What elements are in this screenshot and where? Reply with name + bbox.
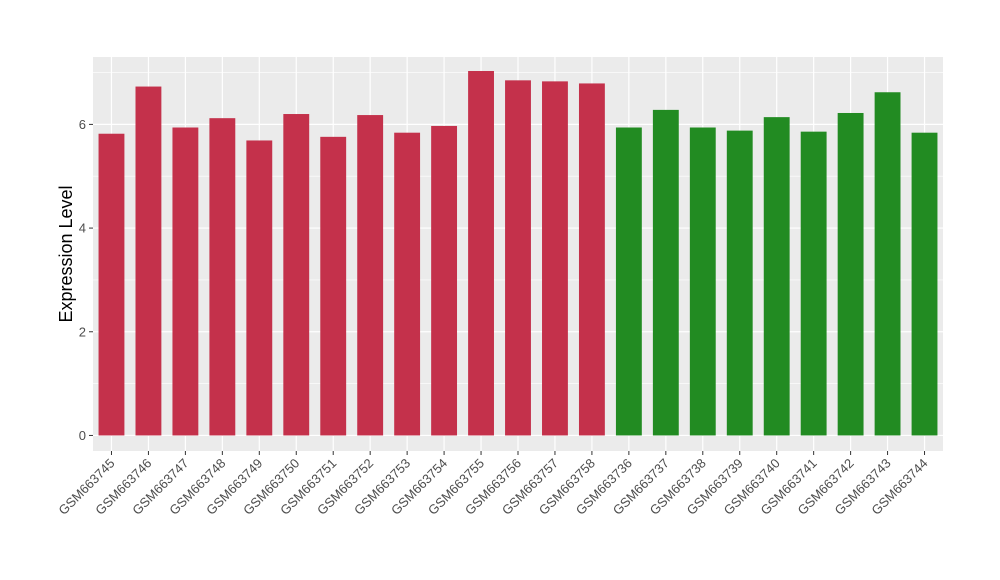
bar-GSM663749 bbox=[246, 140, 273, 436]
bar-GSM663742 bbox=[837, 112, 864, 436]
bar-GSM663743 bbox=[874, 92, 901, 436]
y-axis-title: Expression Level bbox=[56, 185, 76, 322]
bar-GSM663756 bbox=[505, 80, 531, 436]
bar-GSM663738 bbox=[689, 127, 716, 436]
y-tick-label: 2 bbox=[79, 324, 86, 339]
bar-GSM663753 bbox=[394, 132, 421, 436]
bar-GSM663757 bbox=[542, 81, 568, 436]
bar-GSM663747 bbox=[172, 127, 199, 436]
bars bbox=[98, 70, 938, 436]
bar-GSM663739 bbox=[726, 130, 753, 436]
bar-GSM663745 bbox=[98, 133, 125, 436]
bar-GSM663751 bbox=[320, 136, 347, 436]
bar-GSM663736 bbox=[615, 127, 642, 436]
bar-GSM663737 bbox=[652, 109, 679, 436]
y-axis: 0 2 4 6 bbox=[79, 117, 93, 443]
bar-GSM663748 bbox=[209, 118, 236, 436]
bar-GSM663758 bbox=[578, 83, 605, 436]
x-axis: GSM663745GSM663746GSM663747GSM663748GSM6… bbox=[55, 451, 931, 518]
bar-GSM663754 bbox=[431, 125, 458, 436]
bar-GSM663740 bbox=[763, 117, 790, 436]
bar-GSM663750 bbox=[283, 114, 310, 436]
y-tick-label: 4 bbox=[79, 221, 86, 236]
bar-GSM663746 bbox=[135, 86, 162, 436]
y-tick-label: 6 bbox=[79, 117, 86, 132]
bar-GSM663755 bbox=[468, 70, 494, 436]
y-tick-label: 0 bbox=[79, 428, 86, 443]
bar-GSM663752 bbox=[357, 115, 384, 436]
bar-GSM663741 bbox=[800, 131, 827, 436]
bar-GSM663744 bbox=[911, 132, 938, 436]
